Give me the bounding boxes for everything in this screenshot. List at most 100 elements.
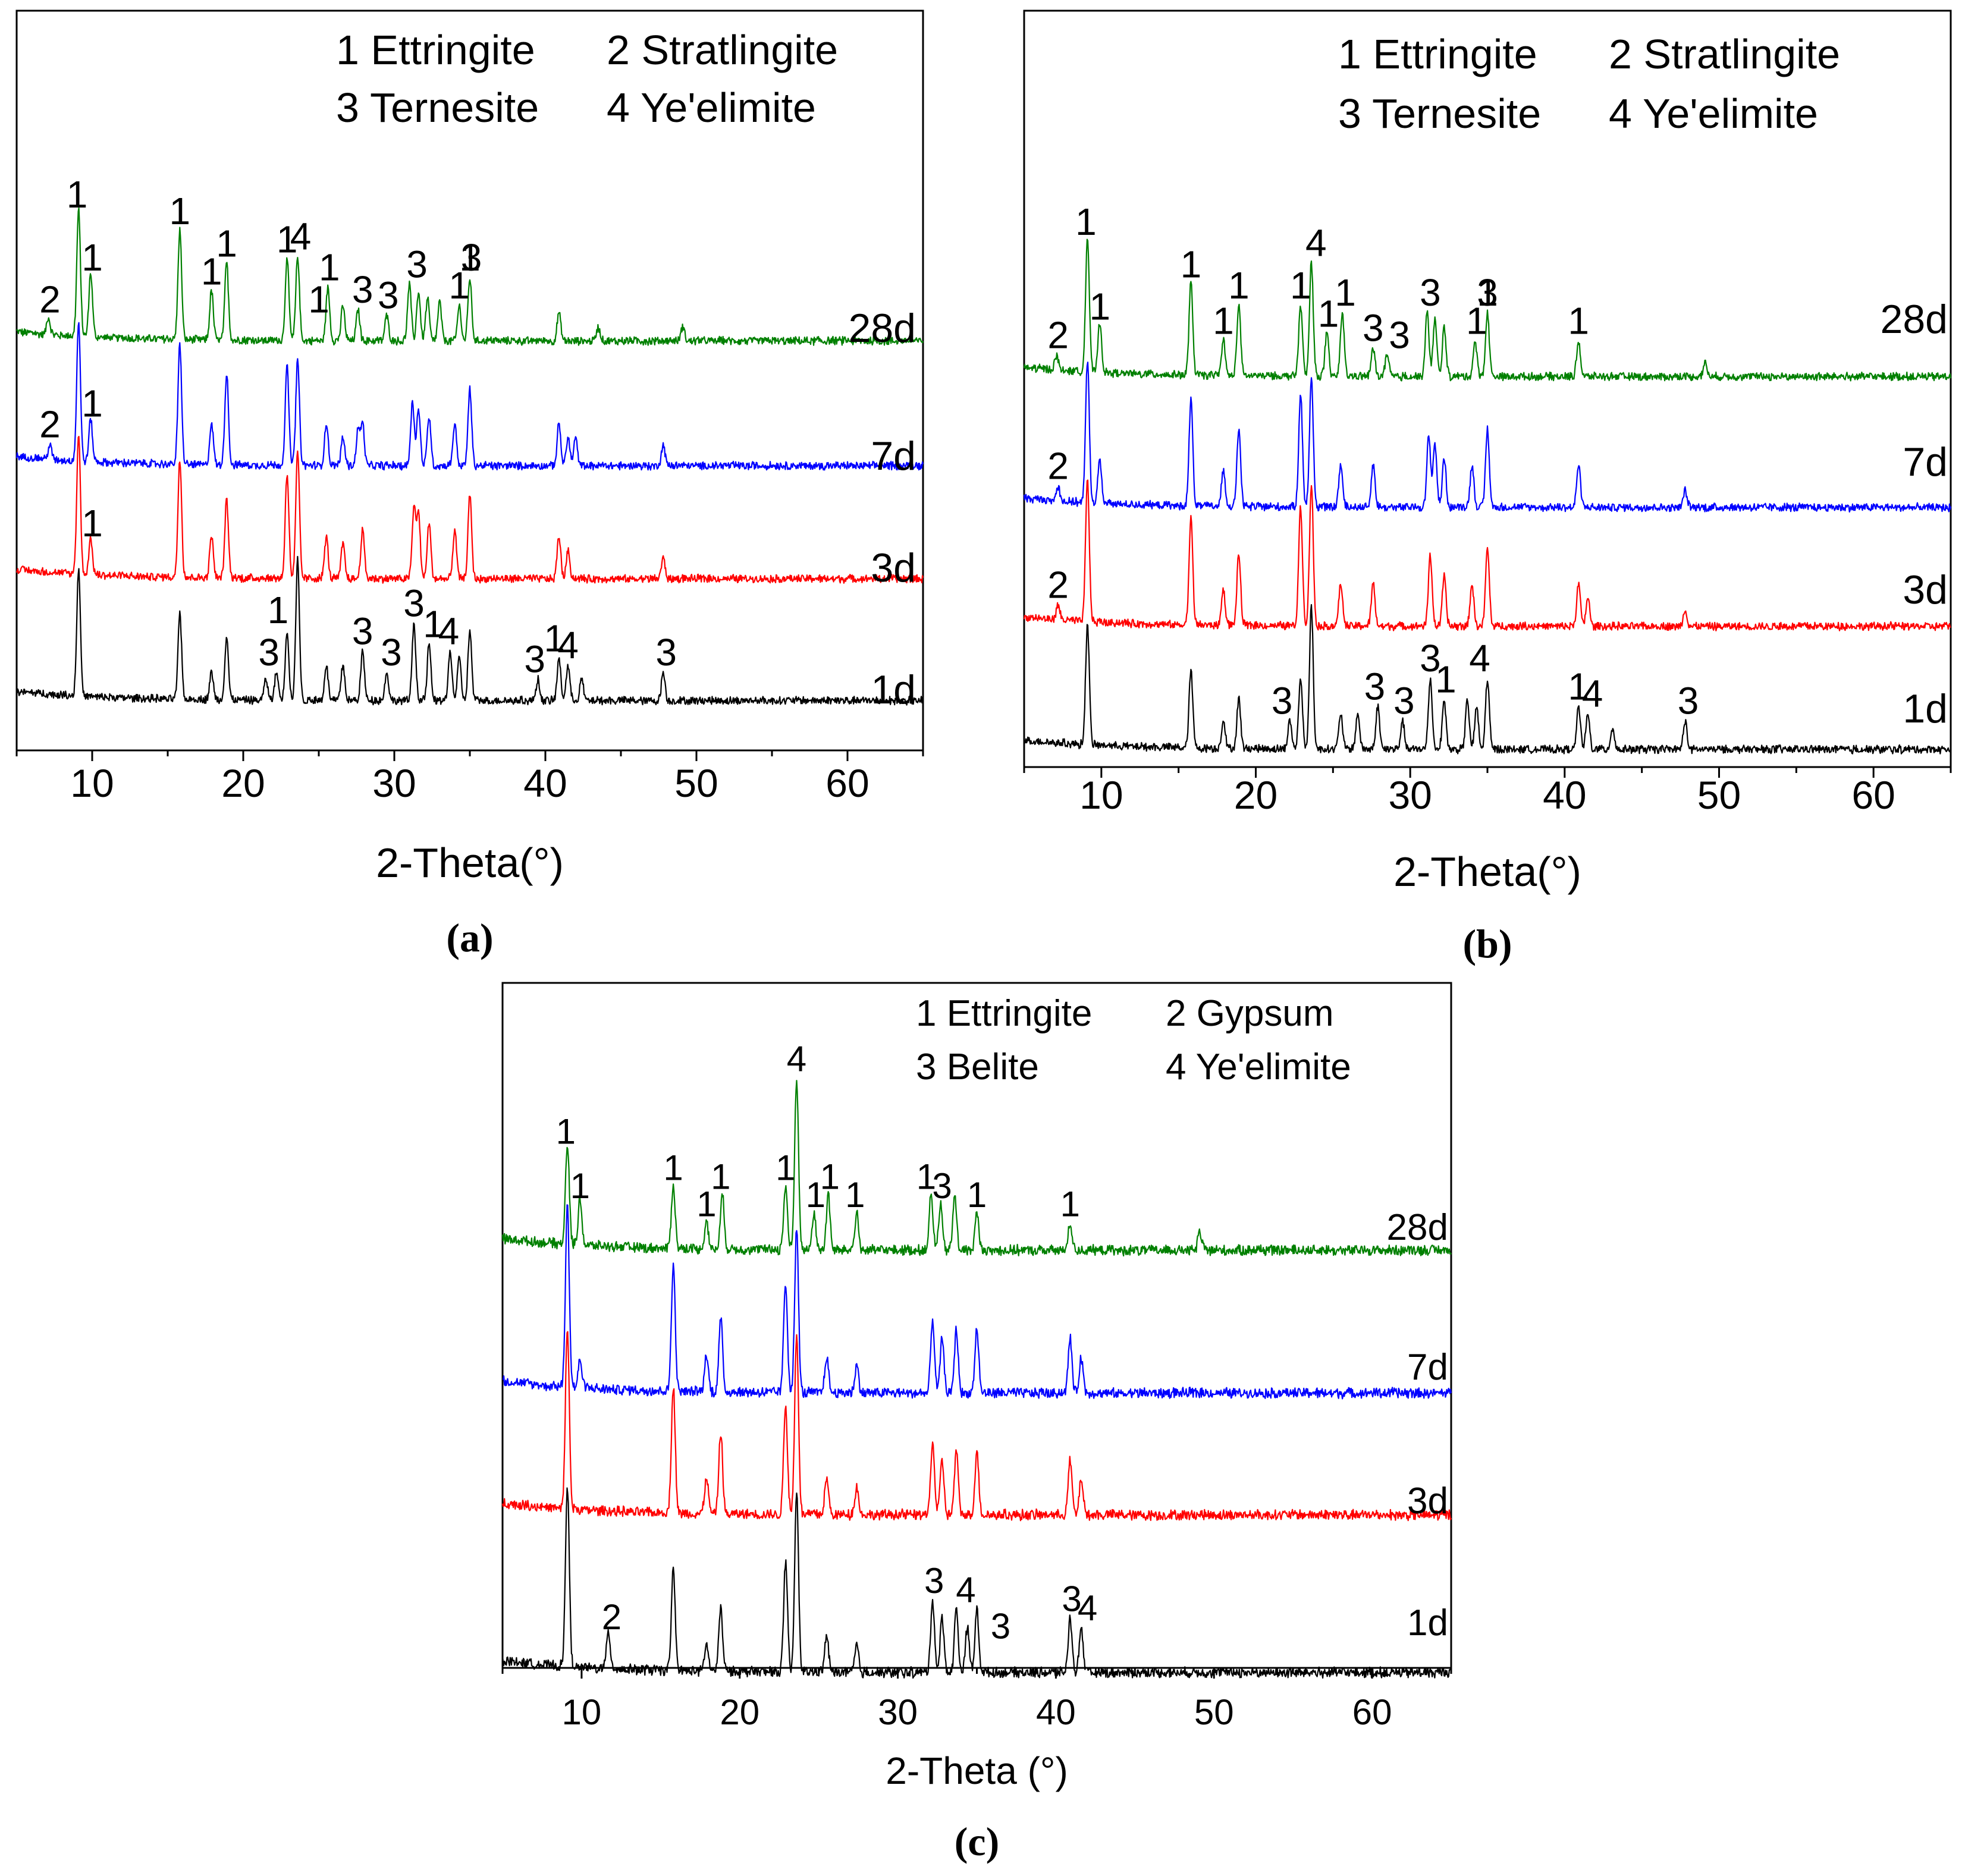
peak-label: 1 — [67, 173, 88, 216]
x-axis-label: 2-Theta(°) — [376, 840, 564, 886]
legend-entry: 4 Ye'elimite — [607, 84, 816, 131]
peak-label: 1 — [556, 1111, 576, 1151]
peak-label: 2 — [1047, 444, 1069, 487]
peak-label: 3 — [352, 268, 373, 311]
panel-caption: (a) — [446, 915, 493, 960]
x-tick-label: 50 — [674, 761, 718, 805]
peak-label: 1 — [1435, 658, 1457, 701]
x-tick-label: 10 — [1079, 773, 1123, 817]
peak-label: 1 — [967, 1175, 987, 1215]
x-tick-label: 50 — [1194, 1692, 1234, 1732]
peak-label: 3 — [924, 1561, 944, 1601]
peak-label: 1 — [1290, 264, 1311, 307]
peak-label: 3 — [1363, 306, 1384, 349]
series-label-28d: 28d — [1387, 1207, 1448, 1248]
x-tick-label: 40 — [523, 761, 567, 805]
peak-label: 1 — [423, 603, 444, 646]
peak-label: 1 — [277, 218, 298, 260]
peak-label: 3 — [655, 631, 677, 674]
peak-label: 4 — [557, 624, 579, 667]
x-axis-label: 2-Theta (°) — [886, 1749, 1068, 1792]
peak-label: 3 — [1420, 271, 1441, 314]
peak-label: 2 — [1047, 313, 1069, 356]
peak-label: 4 — [1582, 672, 1603, 715]
legend-entry: 3 Ternesite — [1338, 90, 1541, 137]
x-tick-label: 10 — [562, 1692, 602, 1732]
peak-label: 1 — [1089, 285, 1110, 328]
peak-label: 3 — [932, 1166, 952, 1206]
peak-label: 2 — [602, 1597, 621, 1637]
peak-label: 1 — [201, 250, 222, 293]
x-tick-label: 40 — [1036, 1692, 1076, 1732]
peak-label: 1 — [81, 382, 103, 425]
peak-label: 3 — [406, 243, 428, 286]
peak-label: 3 — [378, 274, 399, 317]
legend-entry: 3 Belite — [916, 1047, 1039, 1088]
series-line-3d — [501, 1331, 1452, 1522]
series-line-28d — [16, 207, 924, 346]
x-tick-label: 40 — [1543, 773, 1586, 817]
peak-label: 3 — [1062, 1579, 1081, 1619]
peak-label: 3 — [258, 631, 280, 674]
peak-label: 3 — [461, 236, 482, 279]
peak-label: 3 — [991, 1606, 1010, 1646]
peak-label: 1 — [711, 1157, 730, 1197]
peak-label: 1 — [820, 1157, 840, 1197]
legend-entry: 4 Ye'elimite — [1166, 1047, 1351, 1088]
peak-label: 4 — [1078, 1588, 1097, 1628]
x-tick-label: 20 — [221, 761, 265, 805]
x-tick-label: 60 — [1352, 1692, 1392, 1732]
series-line-28d — [1023, 238, 1952, 382]
x-axis-label: 2-Theta(°) — [1393, 849, 1581, 895]
peak-label: 3 — [1393, 679, 1415, 722]
series-label-1d: 1d — [1903, 686, 1948, 731]
x-tick-label: 50 — [1697, 773, 1741, 817]
peak-label: 1 — [1213, 299, 1234, 342]
peak-label: 1 — [1568, 299, 1589, 342]
series-line-3d — [1023, 479, 1951, 631]
peak-label: 1 — [319, 246, 340, 288]
peak-label: 1 — [268, 589, 289, 631]
peak-label: 1 — [448, 264, 470, 307]
peak-label: 1 — [776, 1148, 795, 1187]
peak-label: 1 — [1181, 243, 1202, 285]
peak-label: 1 — [570, 1166, 590, 1206]
peak-label: 3 — [1678, 679, 1699, 722]
x-tick-label: 30 — [372, 761, 416, 805]
peak-label: 1 — [1568, 665, 1589, 708]
peak-label: 4 — [438, 609, 460, 652]
peak-label: 1 — [1228, 264, 1250, 307]
peak-label: 1 — [845, 1175, 865, 1215]
panel-caption: (b) — [1462, 921, 1512, 966]
x-tick-label: 10 — [70, 761, 114, 805]
x-tick-label: 30 — [1388, 773, 1432, 817]
peak-label: 1 — [663, 1148, 683, 1187]
peak-label: 1 — [544, 617, 565, 659]
series-line-3d — [15, 436, 924, 584]
peak-label: 1 — [169, 190, 191, 232]
legend-entry: 1 Ettringite — [336, 27, 535, 73]
peak-label: 4 — [1305, 222, 1327, 265]
peak-label: 3 — [403, 582, 425, 624]
peak-label: 1 — [1466, 299, 1487, 342]
peak-label: 3 — [1272, 679, 1293, 722]
peak-label: 1 — [81, 502, 103, 545]
peak-label: 4 — [787, 1039, 806, 1079]
series-label-28d: 28d — [1881, 297, 1948, 342]
series-line-1d — [16, 555, 924, 706]
peak-label: 3 — [1364, 665, 1386, 708]
peak-label: 1 — [916, 1157, 936, 1197]
peak-label: 1 — [1335, 271, 1356, 314]
peak-label: 1 — [1075, 200, 1097, 243]
peak-label: 1 — [308, 278, 329, 321]
legend-entry: 1 Ettringite — [1338, 31, 1537, 77]
x-tick-label: 30 — [878, 1692, 918, 1732]
x-tick-label: 20 — [1234, 773, 1277, 817]
series-label-7d: 7d — [871, 433, 916, 479]
peak-label: 3 — [1389, 313, 1410, 356]
legend-entry: 2 Gypsum — [1166, 993, 1334, 1034]
peak-label: 3 — [1420, 637, 1441, 680]
x-tick-label: 60 — [1851, 773, 1895, 817]
panel-caption: (c) — [955, 1819, 999, 1864]
